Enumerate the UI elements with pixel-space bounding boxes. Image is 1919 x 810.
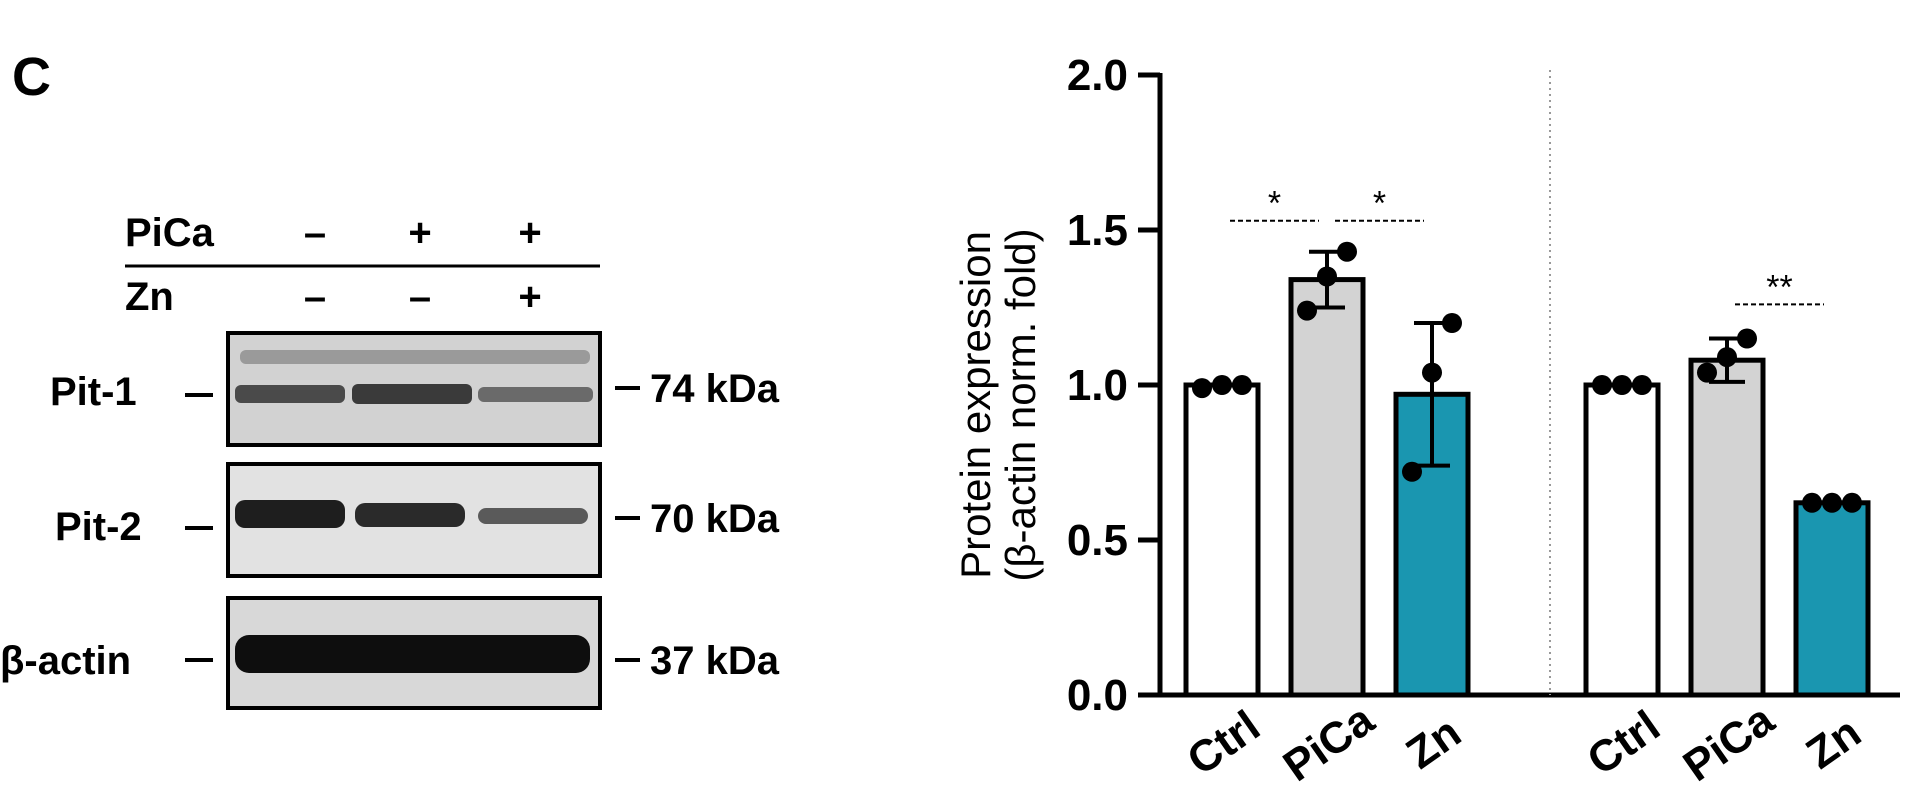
zn-lane-3: + xyxy=(518,275,541,319)
data-point xyxy=(1402,461,1422,482)
data-point xyxy=(1212,375,1232,395)
blot-pit2-band-2 xyxy=(355,503,465,527)
treatment-label-pica: PiCa xyxy=(125,211,215,255)
blot-pit2-protein: Pit-2 xyxy=(55,505,142,549)
blot-pit2-size: 70 kDa xyxy=(650,497,780,541)
blot-pit1-size: 74 kDa xyxy=(650,367,780,411)
y-tick-label: 1.0 xyxy=(1067,361,1128,410)
data-point xyxy=(1612,375,1632,395)
blot-pit1-band-1 xyxy=(235,385,345,403)
data-point xyxy=(1297,300,1317,321)
blot-actin-size: 37 kDa xyxy=(650,639,780,683)
data-point xyxy=(1232,375,1252,395)
bar xyxy=(1183,382,1261,698)
data-point xyxy=(1822,492,1842,513)
pica-lane-3: + xyxy=(518,211,541,255)
blot-actin-protein: β-actin xyxy=(0,639,131,683)
blot-pit1-protein: Pit-1 xyxy=(50,370,137,414)
blot-actin-band xyxy=(235,635,590,673)
data-point xyxy=(1192,378,1212,399)
blot-pit2-band-1 xyxy=(235,500,345,528)
data-point xyxy=(1592,375,1612,395)
treatment-label-zn: Zn xyxy=(125,275,174,319)
data-point xyxy=(1422,362,1442,383)
bar xyxy=(1583,382,1661,698)
blot-pit1-upper-band xyxy=(240,350,590,364)
data-point xyxy=(1802,492,1822,513)
zn-lane-2: – xyxy=(409,275,431,319)
y-tick-label: 0.0 xyxy=(1067,671,1128,720)
x-tick-label: PiCa xyxy=(1675,695,1784,792)
significance-label: * xyxy=(1373,185,1386,223)
x-tick-label: Ctrl xyxy=(1579,701,1669,785)
x-tick-label: Zn xyxy=(1398,708,1470,779)
bar xyxy=(1288,277,1366,698)
data-point xyxy=(1717,347,1737,368)
significance-label: ** xyxy=(1766,268,1792,306)
x-tick-label: Zn xyxy=(1798,708,1870,779)
pica-lane-2: + xyxy=(408,211,431,255)
bar xyxy=(1793,500,1871,698)
data-point xyxy=(1842,492,1862,513)
data-point xyxy=(1697,362,1717,383)
blot-pit1-band-3 xyxy=(478,387,593,402)
pica-lane-1: – xyxy=(304,211,326,255)
y-axis-label-line-2: (β-actin norm. fold) xyxy=(997,228,1044,581)
data-point xyxy=(1317,266,1337,287)
y-axis-label-line-1: Protein expression xyxy=(952,231,999,579)
blot-pit1-band-2 xyxy=(352,384,472,404)
panel-label: C xyxy=(12,47,51,107)
y-tick-label: 0.5 xyxy=(1067,516,1128,565)
y-tick-label: 1.5 xyxy=(1067,206,1128,255)
zn-lane-1: – xyxy=(304,275,326,319)
blot-pit2-band-3 xyxy=(478,508,588,524)
significance-label: * xyxy=(1268,185,1281,223)
x-tick-label: Ctrl xyxy=(1179,701,1269,785)
bar-chart: Protein expression (β-actin norm. fold) … xyxy=(952,51,1900,791)
x-tick-label: PiCa xyxy=(1275,695,1384,792)
data-point xyxy=(1632,375,1652,395)
data-point xyxy=(1737,328,1757,349)
y-tick-label: 2.0 xyxy=(1067,51,1128,100)
bar xyxy=(1688,357,1766,698)
western-blot: PiCa – + + Zn – – + Pit-1 74 kDa Pit-2 7… xyxy=(0,211,780,710)
data-point xyxy=(1442,313,1462,333)
data-point xyxy=(1337,241,1357,262)
